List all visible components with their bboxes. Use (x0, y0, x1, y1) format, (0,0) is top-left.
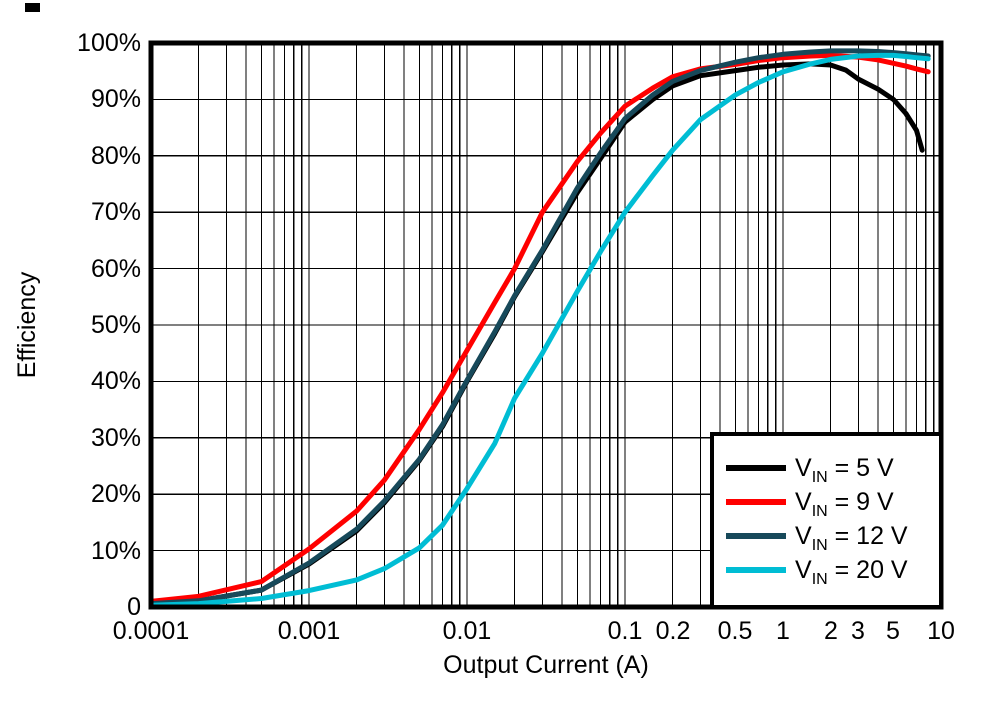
stray-mark (25, 3, 40, 12)
series-line-vin-20-v (148, 52, 931, 608)
series-line-vin-12-v (148, 48, 931, 607)
plot-frame (148, 40, 944, 610)
legend-box (710, 432, 943, 609)
